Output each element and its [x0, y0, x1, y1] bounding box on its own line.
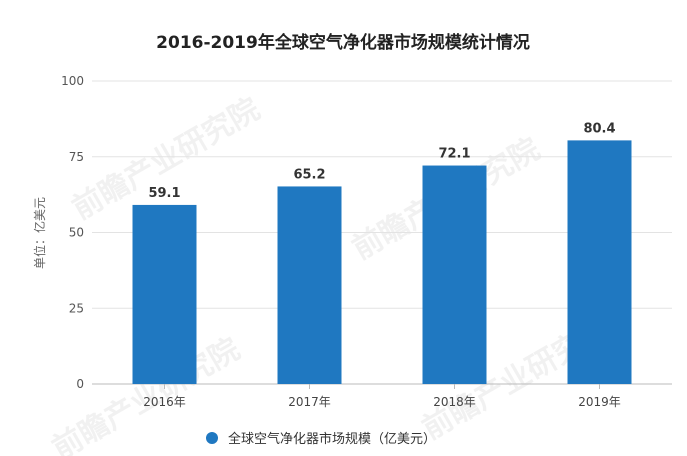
y-axis-label: 单位：亿美元 [32, 197, 47, 269]
data-label: 72.1 [438, 147, 470, 162]
bars [132, 140, 632, 384]
y-tick-label: 75 [69, 150, 84, 164]
bar [277, 186, 342, 384]
chart-title: 2016-2019年全球空气净化器市场规模统计情况 [156, 32, 530, 53]
data-label: 65.2 [293, 167, 325, 182]
x-tick-label: 2018年 [433, 395, 476, 409]
data-labels: 59.1 65.2 72.1 80.4 [148, 121, 615, 201]
bar [132, 204, 197, 384]
legend-swatch [206, 432, 218, 444]
legend-label: 全球空气净化器市场规模（亿美元） [228, 431, 436, 447]
y-tick-label: 0 [76, 377, 84, 391]
y-tick-label: 100 [61, 74, 84, 88]
y-tick-labels: 0 25 50 75 100 [61, 74, 84, 391]
x-tick-label: 2017年 [288, 395, 331, 409]
legend: 全球空气净化器市场规模（亿美元） [206, 431, 436, 447]
x-tick-label: 2019年 [578, 395, 621, 409]
bar [422, 165, 487, 384]
data-label: 80.4 [583, 121, 615, 136]
y-tick-label: 25 [69, 301, 84, 315]
y-tick-label: 50 [69, 226, 84, 240]
bar [567, 140, 632, 384]
x-tick-label: 2016年 [143, 395, 186, 409]
x-tick-labels: 2016年 2017年 2018年 2019年 [143, 384, 621, 409]
data-label: 59.1 [148, 186, 180, 201]
